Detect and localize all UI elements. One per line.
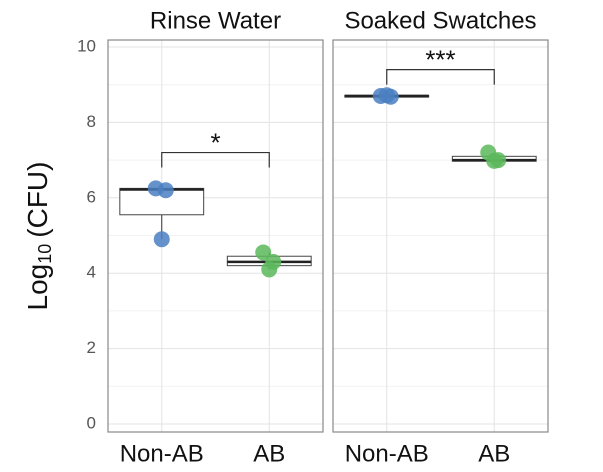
significance-label: * <box>210 127 220 157</box>
y-tick-label: 0 <box>87 413 96 432</box>
y-tick-label: 10 <box>77 36 96 55</box>
panel-title: Rinse Water <box>150 7 281 34</box>
y-tick-label: 8 <box>87 112 96 131</box>
y-tick-label: 2 <box>87 338 96 357</box>
x-tick-label: AB <box>253 440 285 467</box>
y-tick-label: 4 <box>87 263 96 282</box>
y-axis-label: Log10 (CFU) <box>22 162 54 311</box>
significance-bracket <box>161 151 270 168</box>
panel-border <box>107 39 324 433</box>
panel-title: Soaked Swatches <box>344 7 536 34</box>
panel-border <box>332 39 549 433</box>
point <box>255 244 272 261</box>
point <box>378 87 395 104</box>
y-label-base: Log <box>22 264 53 311</box>
x-tick-label: Non-AB <box>120 440 204 467</box>
point <box>486 152 503 169</box>
point <box>261 261 278 278</box>
point <box>153 231 170 248</box>
x-tick-label: AB <box>478 440 510 467</box>
y-label-subscript: 10 <box>35 244 55 264</box>
point <box>157 182 174 199</box>
significance-label: *** <box>425 44 455 74</box>
x-tick-label: Non-AB <box>345 440 429 467</box>
y-label-unit: (CFU) <box>22 162 53 238</box>
y-tick-label: 6 <box>87 187 96 206</box>
significance-bracket <box>386 69 495 85</box>
